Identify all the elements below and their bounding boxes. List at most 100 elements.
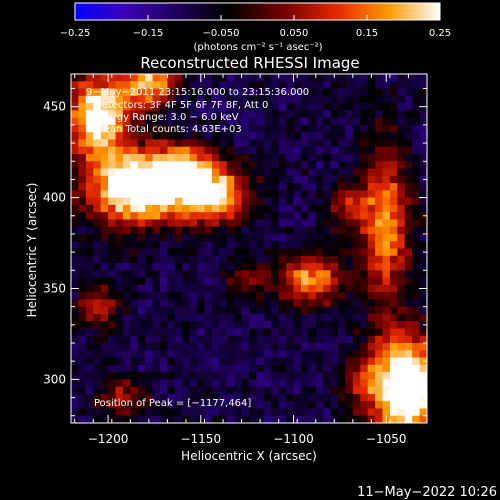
heatmap-cell (204, 292, 213, 300)
heatmap-cell (93, 386, 102, 395)
heatmap-cell (130, 146, 139, 155)
heatmap-cell (115, 270, 124, 279)
heatmap-cell (130, 386, 139, 395)
heatmap-cell (315, 153, 324, 162)
heatmap-cell (234, 386, 243, 395)
heatmap-cell (137, 263, 146, 271)
heatmap-cell (338, 292, 347, 300)
heatmap-cell (204, 255, 213, 264)
heatmap-cell (345, 292, 354, 300)
heatmap-cell (167, 415, 176, 423)
heatmap-cell (182, 306, 191, 315)
heatmap-cell (197, 219, 206, 228)
heatmap-cell (85, 335, 94, 344)
heatmap-cell (249, 357, 258, 366)
heatmap-cell (85, 226, 94, 235)
heatmap-cell (241, 386, 250, 395)
heatmap-cell (367, 117, 376, 126)
heatmap-cell (419, 241, 427, 250)
heatmap-cell (397, 161, 406, 170)
heatmap-cell (241, 212, 250, 221)
heatmap-cell (412, 401, 421, 410)
heatmap-cell (115, 306, 124, 315)
heatmap-cell (78, 212, 87, 221)
heatmap-cell (323, 350, 332, 359)
heatmap-cell (278, 233, 287, 242)
heatmap-cell (352, 335, 361, 344)
heatmap-cell (137, 233, 146, 242)
heatmap-cell (226, 263, 235, 271)
heatmap-cell (241, 233, 250, 242)
heatmap-cell (278, 299, 287, 308)
colorbar-tick-label: 0.25 (429, 28, 451, 39)
heatmap-cell (286, 284, 295, 293)
heatmap-cell (419, 379, 427, 388)
heatmap-cell (330, 95, 339, 104)
heatmap-cell (271, 277, 280, 286)
heatmap-cell (174, 74, 183, 82)
heatmap-cell (271, 357, 280, 366)
heatmap-cell (226, 350, 235, 359)
heatmap-cell (293, 350, 302, 359)
heatmap-cell (241, 153, 250, 162)
heatmap-cell (85, 292, 94, 300)
heatmap-cell (382, 103, 391, 111)
heatmap-cell (263, 372, 272, 380)
heatmap-cell (367, 306, 376, 315)
heatmap-cell (382, 408, 391, 417)
heatmap-cell (211, 263, 220, 271)
heatmap-cell (152, 175, 161, 184)
heatmap-cell (315, 103, 324, 111)
heatmap-cell (263, 277, 272, 286)
heatmap-cell (293, 168, 302, 177)
heatmap-cell (167, 299, 176, 308)
heatmap-cell (323, 74, 332, 82)
heatmap-cell (397, 139, 406, 148)
heatmap-cell (397, 335, 406, 344)
heatmap-cell (204, 132, 213, 141)
heatmap-cell (130, 408, 139, 417)
heatmap-cell (100, 263, 109, 271)
heatmap-cell (293, 313, 302, 322)
heatmap-cell (167, 408, 176, 417)
heatmap-cell (122, 277, 131, 286)
heatmap-cell (71, 379, 80, 388)
heatmap-cell (367, 132, 376, 141)
heatmap-cell (197, 321, 206, 330)
heatmap-cell (78, 386, 87, 395)
heatmap-cell (382, 197, 391, 206)
heatmap-cell (249, 190, 258, 199)
heatmap-cell (345, 343, 354, 351)
heatmap-cell (367, 393, 376, 402)
heatmap-cell (71, 343, 80, 351)
heatmap-cell (174, 292, 183, 300)
heatmap-cell (308, 321, 317, 330)
heatmap-cell (234, 284, 243, 293)
heatmap-cell (182, 197, 191, 206)
heatmap-cell (323, 117, 332, 126)
heatmap-cell (352, 393, 361, 402)
heatmap-cell (122, 292, 131, 300)
heatmap-cell (130, 190, 139, 199)
heatmap-cell (300, 132, 309, 141)
heatmap-cell (286, 233, 295, 242)
heatmap-cell (78, 153, 87, 162)
heatmap-cell (115, 321, 124, 330)
heatmap-cell (397, 299, 406, 308)
heatmap-cell (108, 204, 117, 213)
heatmap-cell (137, 103, 146, 111)
heatmap-cell (137, 372, 146, 380)
heatmap-cell (174, 124, 183, 133)
heatmap-cell (263, 110, 272, 119)
heatmap-cell (286, 183, 295, 191)
heatmap-cell (152, 153, 161, 162)
heatmap-cell (263, 364, 272, 373)
heatmap-cell (115, 386, 124, 395)
heatmap-cell (338, 364, 347, 373)
heatmap-cell (286, 386, 295, 395)
heatmap-cell (293, 190, 302, 199)
heatmap-cell (234, 81, 243, 90)
heatmap-cell (241, 277, 250, 286)
heatmap-cell (145, 277, 154, 286)
heatmap-cell (122, 226, 131, 235)
